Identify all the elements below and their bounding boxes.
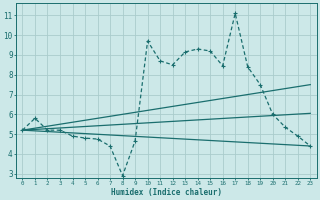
X-axis label: Humidex (Indice chaleur): Humidex (Indice chaleur) — [111, 188, 222, 197]
